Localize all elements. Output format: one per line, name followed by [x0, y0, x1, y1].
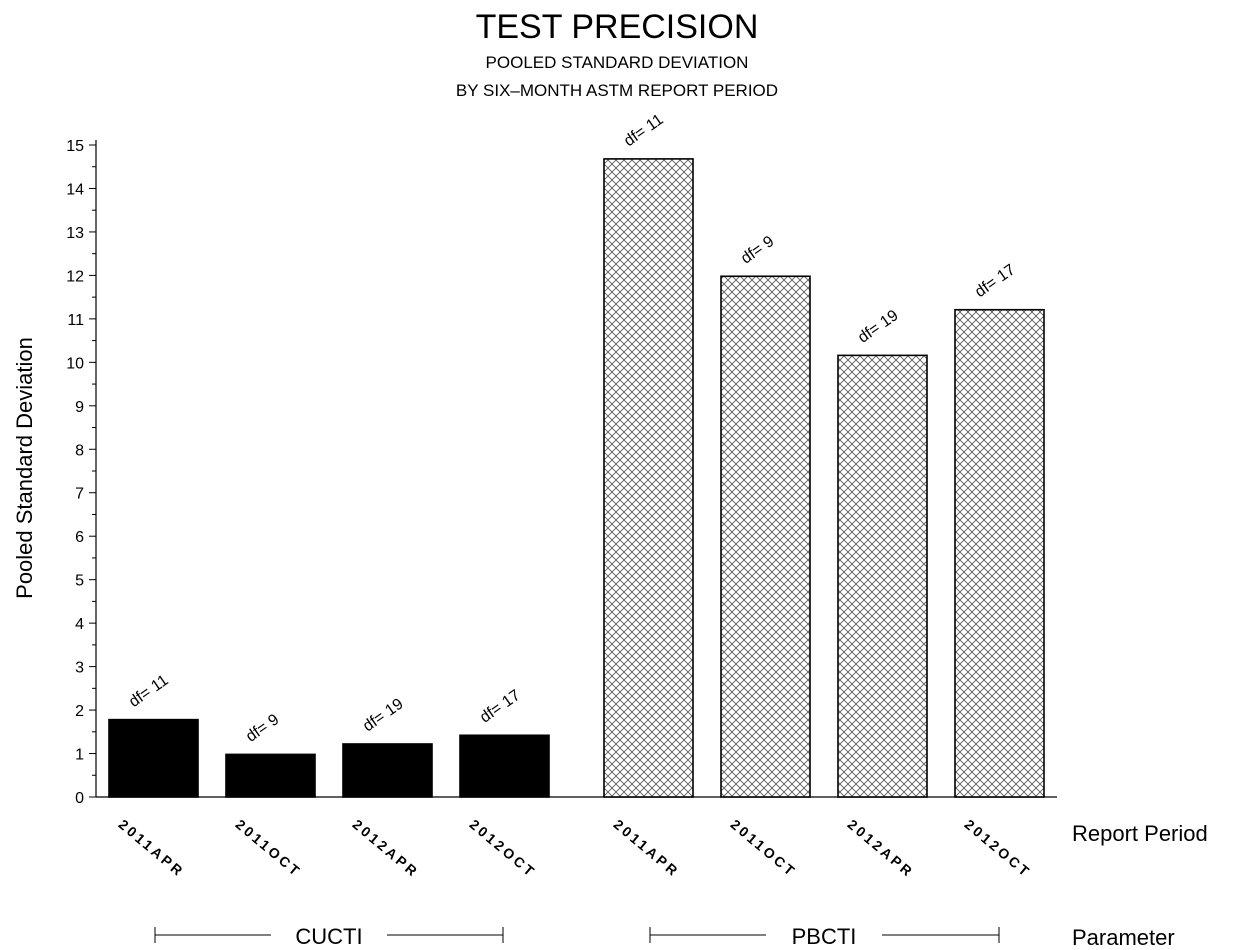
- chart-title: TEST PRECISION: [476, 8, 759, 46]
- group-label-pbcti: PBCTI: [792, 924, 857, 949]
- bar-cucti-2011oct: [225, 753, 316, 798]
- df-label: df= 19: [360, 695, 407, 735]
- bar-cucti-2012oct: [459, 734, 550, 798]
- y-tick-label: 10: [66, 355, 84, 372]
- y-tick-label: 11: [67, 312, 84, 329]
- bars: df= 11 df= 9 df= 19 df= 17 df= 11 df= 9 df= 19…: [108, 111, 1045, 798]
- df-label: df= 9: [243, 711, 282, 746]
- bar-cucti-2012apr: [342, 743, 433, 798]
- x-tick-label: 2011OCT: [233, 816, 305, 880]
- y-tick-label: 6: [75, 529, 84, 546]
- y-tick-label: 4: [75, 616, 84, 633]
- x-tick-label: 2011APR: [611, 816, 683, 880]
- x-tick-label: 2012OCT: [467, 816, 540, 881]
- df-label: df= 11: [126, 672, 172, 711]
- df-label: df= 19: [855, 307, 902, 347]
- y-tick-label: 13: [66, 225, 84, 242]
- y-axis-label: Pooled Standard Deviation: [12, 337, 37, 599]
- bar-cucti-2011apr: [108, 718, 199, 798]
- y-tick-label: 1: [75, 747, 84, 764]
- bar-pbcti-2011oct: [720, 275, 811, 798]
- category-labels: 2011APR 2011OCT 2012APR 2012OCT 2011APR 2011O…: [116, 816, 1035, 881]
- bar-pbcti-2012apr: [837, 354, 928, 798]
- df-label: df= 9: [738, 233, 777, 268]
- df-label: df= 11: [621, 111, 667, 150]
- x-axis-label: Report Period: [1072, 821, 1208, 846]
- y-tick-label: 5: [75, 573, 84, 590]
- chart-subtitle-1: POOLED STANDARD DEVIATION: [486, 53, 749, 72]
- y-tick-label: 7: [75, 486, 84, 503]
- df-label: df= 17: [972, 261, 1019, 301]
- y-tick-label: 0: [75, 790, 84, 807]
- y-tick-label: 9: [75, 399, 84, 416]
- chart-subtitle-2: BY SIX–MONTH ASTM REPORT PERIOD: [456, 81, 778, 100]
- x-tick-label: 2012APR: [845, 816, 918, 881]
- y-tick-label: 2: [75, 703, 84, 720]
- y-tick-label: 14: [66, 181, 84, 198]
- x-tick-label: 2012OCT: [962, 816, 1035, 881]
- y-tick-label: 8: [75, 442, 84, 459]
- y-tick-label: 3: [75, 660, 84, 677]
- x-tick-label: 2012APR: [350, 816, 423, 881]
- df-label: df= 17: [477, 687, 524, 727]
- bar-pbcti-2011apr: [603, 158, 694, 798]
- y-tick-label: 15: [66, 138, 84, 155]
- group-labels: CUCTI PBCTI: [154, 924, 1000, 949]
- group-label-cucti: CUCTI: [295, 924, 362, 949]
- x-tick-label: 2011APR: [116, 816, 188, 880]
- bar-pbcti-2012oct: [954, 308, 1045, 798]
- y-tick-label: 12: [66, 268, 84, 285]
- group-axis-label: Parameter: [1072, 925, 1175, 950]
- x-tick-label: 2011OCT: [728, 816, 800, 880]
